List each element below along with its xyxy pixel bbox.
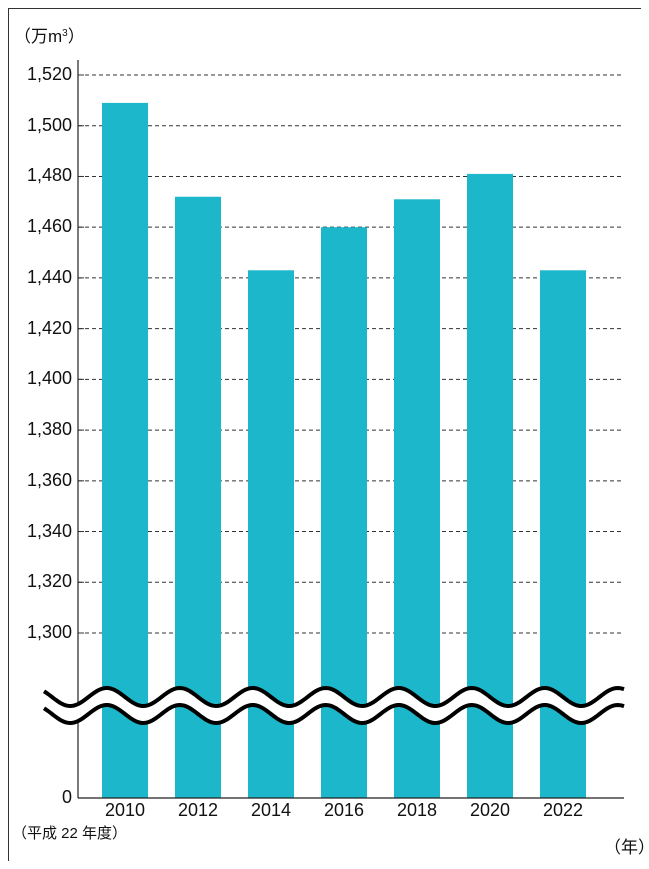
y-tick-label: 1,380 (26, 419, 72, 440)
y-axis-unit-label: （万m3） (14, 27, 85, 46)
x-tick-label: 2018 (396, 800, 438, 820)
y-zero-label: 0 (61, 787, 72, 807)
y-tick-label: 1,300 (26, 622, 72, 642)
x-tick-label: 2014 (250, 800, 292, 820)
x-tick-label: 2012 (177, 800, 219, 820)
axis-break-wave-lower (42, 702, 625, 726)
x-axis-unit-label: （年） (604, 838, 649, 857)
y-tick-label: 1,360 (26, 469, 72, 490)
y-tick-label: 1,460 (26, 216, 72, 237)
y-tick-label: 1,320 (26, 571, 72, 592)
y-tick-label: 1,420 (26, 317, 72, 338)
bar (102, 102, 148, 798)
y-tick-label: 1,340 (26, 520, 72, 541)
x-tick-label: 2010 (104, 800, 146, 820)
y-tick-label: 1,480 (26, 165, 72, 186)
y-tick-label: 1,400 (26, 368, 72, 389)
x-tick-label: 2022 (542, 800, 584, 820)
y-tick-label: 1,500 (26, 114, 72, 135)
x-tick-label: 2016 (323, 800, 365, 820)
chart-frame (8, 8, 641, 861)
y-tick-label: 1,520 (26, 64, 72, 84)
x-tick-label: 2020 (469, 800, 511, 820)
base-year-note: （平成 22 年度） (12, 825, 128, 842)
axis-break-wave-upper (42, 685, 625, 709)
y-tick-label: 1,440 (26, 266, 72, 287)
